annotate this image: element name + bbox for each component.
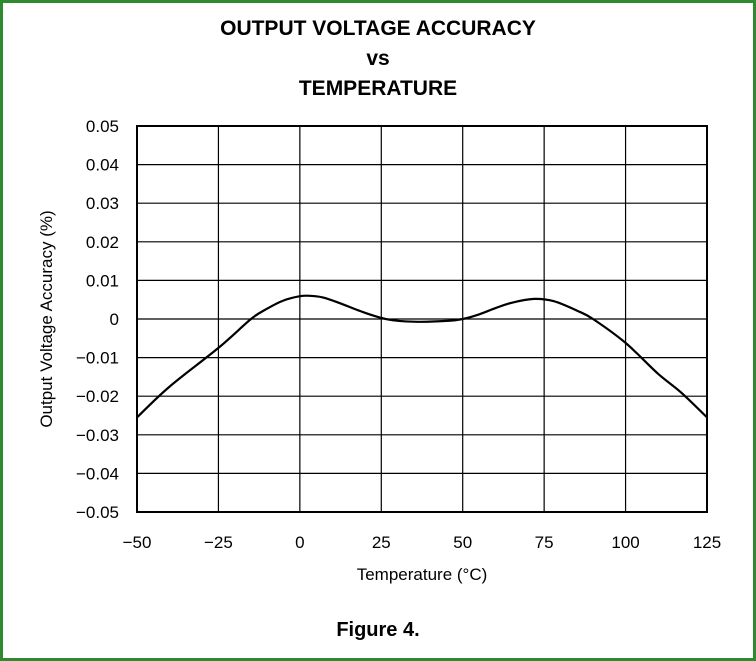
chart-title-line-3: TEMPERATURE — [298, 77, 458, 100]
plot-border — [136, 125, 708, 513]
x-axis-label: Temperature (°C) — [357, 565, 488, 584]
y-tick-label: 0.02 — [86, 233, 119, 252]
y-axis-label: Output Voltage Accuracy (%) — [37, 210, 56, 427]
y-tick-label: −0.05 — [76, 503, 119, 522]
x-tick-label: 0 — [295, 533, 304, 552]
series-line — [136, 294, 708, 419]
y-tick-label: 0.04 — [86, 156, 119, 175]
x-tick-labels: −50 −25 0 25 50 75 100 125 — [123, 533, 722, 552]
x-tick-label: −25 — [204, 533, 233, 552]
y-tick-labels: 0.05 0.04 0.03 0.02 0.01 0 −0.01 −0.02 −0.03 −0.0… — [76, 117, 119, 522]
y-tick-label: −0.01 — [76, 349, 119, 368]
x-tick-label: 125 — [693, 533, 721, 552]
x-tick-label: 50 — [453, 533, 472, 552]
figure-caption: Figure 4. — [336, 619, 420, 641]
x-tick-label: −50 — [123, 533, 152, 552]
chart-title-line-1: OUTPUT VOLTAGE ACCURACY — [220, 17, 536, 40]
y-tick-label: 0.01 — [86, 271, 119, 290]
x-tick-label: 25 — [372, 533, 391, 552]
x-tick-label: 75 — [535, 533, 554, 552]
y-tick-label: −0.04 — [76, 464, 119, 483]
y-tick-label: 0.03 — [86, 194, 119, 213]
grid-lines — [137, 126, 707, 512]
y-tick-label: −0.03 — [76, 426, 119, 445]
chart-title-line-2: vs — [366, 47, 390, 70]
y-tick-label: −0.02 — [76, 387, 119, 406]
x-tick-label: 100 — [611, 533, 639, 552]
y-tick-label: 0 — [110, 310, 119, 329]
y-tick-label: 0.05 — [86, 117, 119, 136]
